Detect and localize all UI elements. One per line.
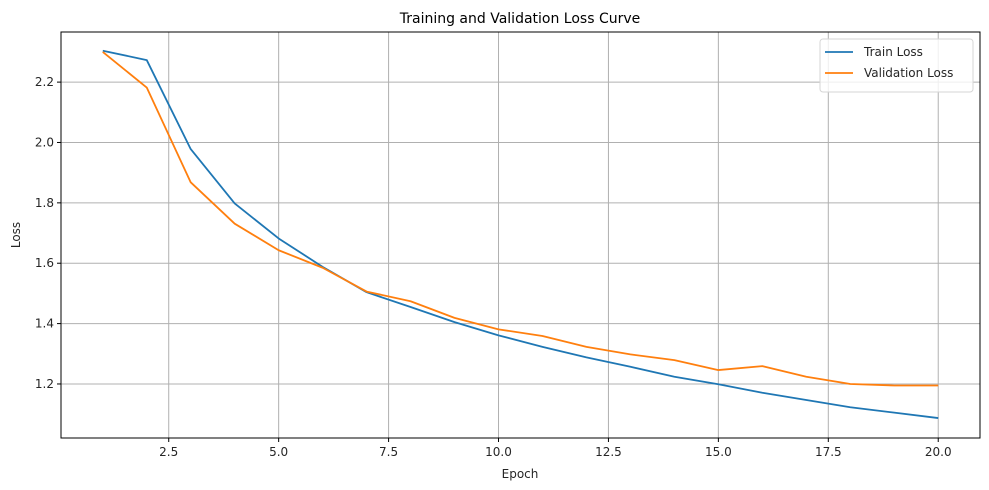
x-tick-label: 20.0 [925,445,952,459]
x-tick-label: 10.0 [485,445,512,459]
legend: Train Loss Validation Loss [819,38,974,93]
grid [61,32,980,438]
legend-box [819,38,974,93]
series-lines [102,49,939,419]
validation-loss-line [102,51,939,387]
y-axis: 1.2 1.4 1.6 1.8 2.0 2.2 [35,75,61,391]
plot-frame [60,31,981,439]
y-tick-label: 1.2 [35,377,54,391]
y-tick-label: 2.2 [35,75,54,89]
legend-validation-label: Validation Loss [864,66,953,80]
chart-title: Training and Validation Loss Curve [399,11,641,27]
x-tick-label: 17.5 [815,445,842,459]
y-tick-label: 1.4 [35,317,54,331]
y-tick-label: 2.0 [35,135,54,149]
x-tick-label: 12.5 [595,445,622,459]
y-tick-label: 1.8 [35,196,54,210]
x-tick-label: 5.0 [269,445,288,459]
y-axis-label: Loss [9,222,23,248]
x-tick-label: 2.5 [159,445,178,459]
x-tick-label: 7.5 [379,445,398,459]
x-axis: 2.5 5.0 7.5 10.0 12.5 15.0 17.5 20.0 [159,438,952,459]
train-loss-line [102,49,939,419]
x-axis-label: Epoch [502,467,539,481]
y-tick-label: 1.6 [35,256,54,270]
legend-train-label: Train Loss [863,45,923,59]
x-tick-label: 15.0 [705,445,732,459]
